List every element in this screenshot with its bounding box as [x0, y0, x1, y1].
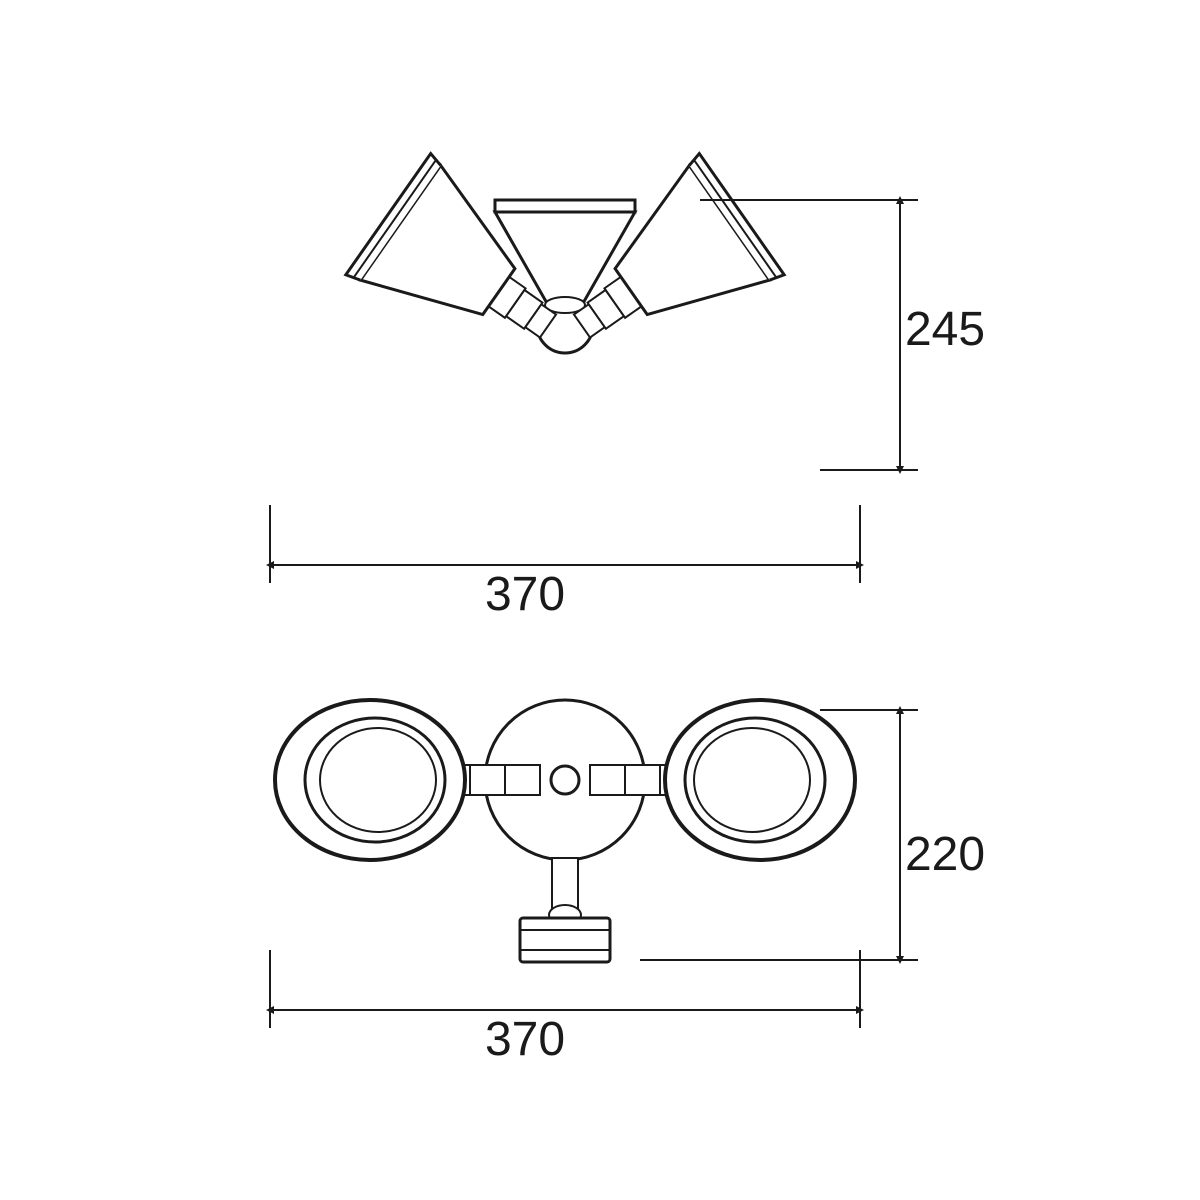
motion-sensor: [520, 858, 610, 962]
mount-plate: [495, 200, 635, 212]
front-view: [275, 700, 855, 962]
dim-top-height: 245: [905, 303, 985, 356]
dim-bottom-height: 220: [905, 828, 985, 881]
lamp-left: [275, 700, 540, 860]
center-joint: [551, 766, 579, 794]
lamp-right: [590, 700, 855, 860]
dim-bottom-width: 370: [485, 1013, 565, 1066]
top-view: [346, 154, 784, 387]
dim-top-width: 370: [485, 568, 565, 621]
